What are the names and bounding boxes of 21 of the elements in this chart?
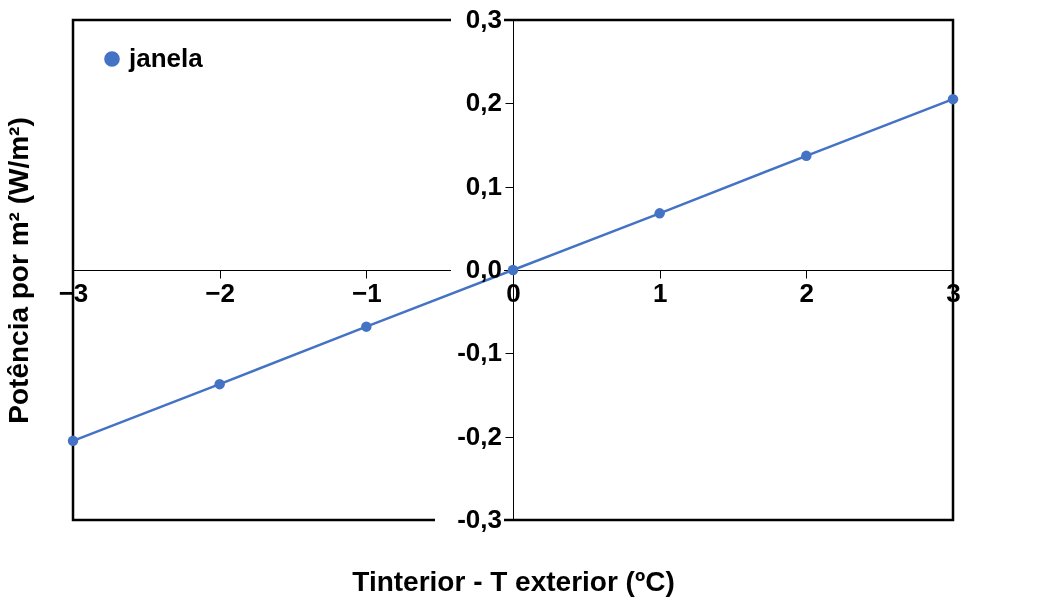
- point: [361, 321, 372, 332]
- x-tick-label: −1: [352, 277, 382, 308]
- point: [801, 150, 812, 162]
- x-tick-label: −2: [205, 277, 235, 308]
- x-tick-label: 1: [652, 277, 668, 308]
- legend-label: janela: [128, 43, 204, 73]
- x-axis-title: Tinterior - T exterior (ºC): [352, 565, 675, 597]
- y-tick-label: -0,3: [457, 504, 502, 534]
- y-tick-label: -0,1: [457, 337, 502, 368]
- point: [214, 378, 225, 390]
- y-tick-label: 0,3: [465, 4, 502, 34]
- y-tick-label: 0,2: [465, 87, 502, 118]
- x-tick-label: 2: [799, 277, 815, 308]
- point: [654, 208, 665, 219]
- y-tick-label: 0,0: [465, 254, 502, 284]
- y-axis-title: Potência por m² (W/m²): [2, 117, 34, 424]
- point: [947, 93, 959, 105]
- point: [67, 435, 79, 447]
- point: [507, 264, 519, 276]
- y-tick-label: -0,2: [457, 420, 502, 451]
- y-tick-label: 0,1: [465, 170, 502, 201]
